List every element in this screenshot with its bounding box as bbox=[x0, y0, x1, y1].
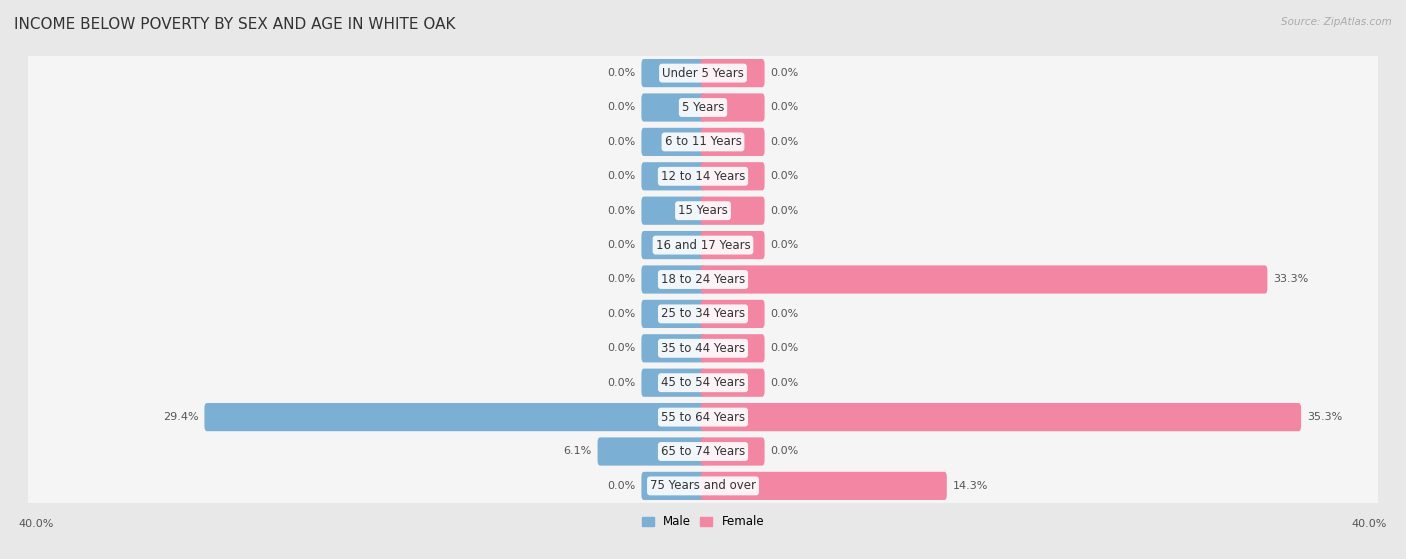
Text: 0.0%: 0.0% bbox=[607, 171, 636, 181]
FancyBboxPatch shape bbox=[27, 287, 1379, 340]
FancyBboxPatch shape bbox=[27, 391, 1379, 444]
FancyBboxPatch shape bbox=[27, 46, 1379, 100]
Text: 0.0%: 0.0% bbox=[607, 378, 636, 388]
FancyBboxPatch shape bbox=[27, 356, 1379, 409]
Text: 0.0%: 0.0% bbox=[770, 378, 799, 388]
Text: 0.0%: 0.0% bbox=[770, 102, 799, 112]
Text: 0.0%: 0.0% bbox=[770, 206, 799, 216]
Text: 25 to 34 Years: 25 to 34 Years bbox=[661, 307, 745, 320]
FancyBboxPatch shape bbox=[27, 221, 1379, 273]
FancyBboxPatch shape bbox=[641, 334, 706, 362]
Text: 0.0%: 0.0% bbox=[770, 240, 799, 250]
FancyBboxPatch shape bbox=[27, 428, 1379, 480]
Text: 0.0%: 0.0% bbox=[770, 343, 799, 353]
Text: 15 Years: 15 Years bbox=[678, 204, 728, 217]
FancyBboxPatch shape bbox=[27, 322, 1379, 375]
FancyBboxPatch shape bbox=[700, 231, 765, 259]
FancyBboxPatch shape bbox=[700, 437, 765, 466]
Text: 0.0%: 0.0% bbox=[607, 481, 636, 491]
FancyBboxPatch shape bbox=[700, 266, 1267, 293]
FancyBboxPatch shape bbox=[641, 472, 706, 500]
FancyBboxPatch shape bbox=[27, 462, 1379, 514]
FancyBboxPatch shape bbox=[598, 437, 706, 466]
FancyBboxPatch shape bbox=[204, 403, 706, 431]
FancyBboxPatch shape bbox=[641, 128, 706, 156]
Text: 5 Years: 5 Years bbox=[682, 101, 724, 114]
FancyBboxPatch shape bbox=[641, 300, 706, 328]
FancyBboxPatch shape bbox=[700, 368, 765, 397]
Text: 75 Years and over: 75 Years and over bbox=[650, 480, 756, 492]
FancyBboxPatch shape bbox=[27, 459, 1379, 513]
Text: 0.0%: 0.0% bbox=[607, 206, 636, 216]
Text: 16 and 17 Years: 16 and 17 Years bbox=[655, 239, 751, 252]
FancyBboxPatch shape bbox=[27, 118, 1379, 170]
FancyBboxPatch shape bbox=[700, 162, 765, 191]
Text: 35.3%: 35.3% bbox=[1308, 412, 1343, 422]
FancyBboxPatch shape bbox=[27, 49, 1379, 101]
Text: 45 to 54 Years: 45 to 54 Years bbox=[661, 376, 745, 389]
Text: 65 to 74 Years: 65 to 74 Years bbox=[661, 445, 745, 458]
Text: 6.1%: 6.1% bbox=[564, 447, 592, 457]
FancyBboxPatch shape bbox=[27, 253, 1379, 306]
FancyBboxPatch shape bbox=[641, 59, 706, 87]
FancyBboxPatch shape bbox=[27, 219, 1379, 272]
Text: 0.0%: 0.0% bbox=[770, 137, 799, 147]
FancyBboxPatch shape bbox=[27, 425, 1379, 478]
Text: 0.0%: 0.0% bbox=[770, 447, 799, 457]
FancyBboxPatch shape bbox=[27, 84, 1379, 135]
FancyBboxPatch shape bbox=[641, 368, 706, 397]
FancyBboxPatch shape bbox=[27, 184, 1379, 237]
Text: 0.0%: 0.0% bbox=[607, 68, 636, 78]
FancyBboxPatch shape bbox=[27, 394, 1379, 445]
FancyBboxPatch shape bbox=[27, 187, 1379, 239]
FancyBboxPatch shape bbox=[27, 150, 1379, 203]
FancyBboxPatch shape bbox=[641, 93, 706, 122]
Text: INCOME BELOW POVERTY BY SEX AND AGE IN WHITE OAK: INCOME BELOW POVERTY BY SEX AND AGE IN W… bbox=[14, 17, 456, 32]
Text: 14.3%: 14.3% bbox=[953, 481, 988, 491]
Text: Under 5 Years: Under 5 Years bbox=[662, 67, 744, 79]
FancyBboxPatch shape bbox=[700, 403, 1301, 431]
FancyBboxPatch shape bbox=[641, 162, 706, 191]
Text: 0.0%: 0.0% bbox=[770, 171, 799, 181]
FancyBboxPatch shape bbox=[700, 93, 765, 122]
Text: 0.0%: 0.0% bbox=[607, 240, 636, 250]
Text: 0.0%: 0.0% bbox=[770, 68, 799, 78]
Text: 40.0%: 40.0% bbox=[18, 519, 55, 529]
Text: 0.0%: 0.0% bbox=[607, 343, 636, 353]
FancyBboxPatch shape bbox=[700, 334, 765, 362]
FancyBboxPatch shape bbox=[641, 231, 706, 259]
FancyBboxPatch shape bbox=[27, 115, 1379, 168]
Text: 0.0%: 0.0% bbox=[607, 309, 636, 319]
Text: 6 to 11 Years: 6 to 11 Years bbox=[665, 135, 741, 148]
FancyBboxPatch shape bbox=[700, 472, 946, 500]
Text: Source: ZipAtlas.com: Source: ZipAtlas.com bbox=[1281, 17, 1392, 27]
Text: 0.0%: 0.0% bbox=[607, 102, 636, 112]
FancyBboxPatch shape bbox=[700, 59, 765, 87]
Text: 33.3%: 33.3% bbox=[1274, 274, 1309, 285]
FancyBboxPatch shape bbox=[641, 197, 706, 225]
Text: 29.4%: 29.4% bbox=[163, 412, 198, 422]
Text: 0.0%: 0.0% bbox=[607, 137, 636, 147]
FancyBboxPatch shape bbox=[27, 256, 1379, 307]
FancyBboxPatch shape bbox=[700, 197, 765, 225]
Text: 35 to 44 Years: 35 to 44 Years bbox=[661, 342, 745, 355]
FancyBboxPatch shape bbox=[27, 290, 1379, 342]
Text: 18 to 24 Years: 18 to 24 Years bbox=[661, 273, 745, 286]
FancyBboxPatch shape bbox=[27, 359, 1379, 410]
Legend: Male, Female: Male, Female bbox=[637, 510, 769, 533]
Text: 55 to 64 Years: 55 to 64 Years bbox=[661, 411, 745, 424]
FancyBboxPatch shape bbox=[700, 300, 765, 328]
FancyBboxPatch shape bbox=[27, 325, 1379, 376]
Text: 0.0%: 0.0% bbox=[607, 274, 636, 285]
FancyBboxPatch shape bbox=[27, 81, 1379, 134]
FancyBboxPatch shape bbox=[700, 128, 765, 156]
Text: 0.0%: 0.0% bbox=[770, 309, 799, 319]
Text: 12 to 14 Years: 12 to 14 Years bbox=[661, 170, 745, 183]
FancyBboxPatch shape bbox=[27, 153, 1379, 204]
FancyBboxPatch shape bbox=[641, 266, 706, 293]
Text: 40.0%: 40.0% bbox=[1351, 519, 1388, 529]
